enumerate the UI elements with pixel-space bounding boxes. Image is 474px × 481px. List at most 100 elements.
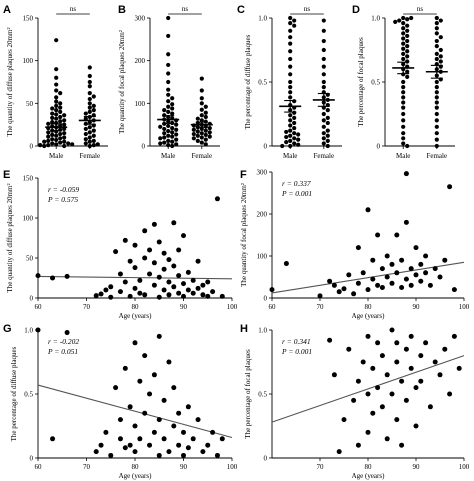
data-point bbox=[325, 143, 330, 149]
data-point bbox=[171, 423, 177, 429]
data-point bbox=[64, 273, 70, 279]
data-point bbox=[214, 196, 220, 202]
data-point bbox=[408, 333, 414, 339]
data-point bbox=[103, 287, 109, 293]
data-point bbox=[166, 292, 172, 298]
data-point bbox=[87, 143, 92, 149]
data-point bbox=[70, 142, 75, 147]
data-point bbox=[384, 274, 390, 280]
data-point bbox=[379, 266, 385, 272]
data-point bbox=[451, 287, 457, 293]
data-point bbox=[288, 138, 293, 143]
data-point bbox=[284, 140, 289, 145]
data-point bbox=[199, 140, 204, 145]
data-point bbox=[166, 133, 171, 138]
data-point bbox=[214, 452, 220, 458]
data-point bbox=[413, 385, 419, 391]
data-point bbox=[162, 135, 167, 140]
data-point bbox=[288, 15, 293, 21]
correlation-r: r = 0.337 bbox=[282, 179, 311, 188]
data-point bbox=[292, 120, 297, 126]
data-point bbox=[199, 107, 204, 112]
data-point bbox=[394, 232, 400, 238]
y-tick-label: 1.0 bbox=[371, 15, 380, 23]
data-point bbox=[132, 242, 138, 248]
data-point bbox=[93, 293, 99, 299]
data-point bbox=[132, 449, 138, 455]
y-tick-label: 0.5 bbox=[258, 391, 267, 399]
data-point bbox=[54, 99, 59, 104]
data-point bbox=[156, 294, 162, 300]
data-point bbox=[346, 272, 352, 278]
panel-h: H 0 0.5 1.0 The percentage of focal plaques 7… bbox=[240, 323, 470, 480]
data-point bbox=[401, 26, 406, 31]
y-axis-label: The percentage of focal plaques bbox=[244, 349, 252, 439]
data-point bbox=[87, 90, 92, 96]
x-tick-label: 90 bbox=[413, 303, 421, 311]
data-point bbox=[58, 136, 63, 141]
regression-line bbox=[37, 384, 233, 439]
data-point bbox=[58, 101, 63, 106]
data-point bbox=[434, 44, 439, 49]
data-point bbox=[370, 410, 376, 416]
data-point bbox=[370, 276, 376, 282]
data-point bbox=[199, 101, 204, 106]
data-point bbox=[203, 132, 208, 138]
data-point bbox=[341, 286, 347, 292]
category-label: Female bbox=[426, 152, 447, 160]
data-point bbox=[62, 113, 67, 118]
regression-line bbox=[37, 275, 233, 280]
data-point bbox=[384, 253, 390, 259]
data-point bbox=[325, 115, 330, 120]
data-point bbox=[379, 353, 385, 359]
data-point bbox=[199, 88, 204, 93]
data-point bbox=[321, 47, 326, 53]
data-point bbox=[117, 417, 123, 423]
data-point bbox=[434, 79, 439, 85]
data-point bbox=[195, 116, 200, 121]
data-point bbox=[171, 220, 177, 226]
data-point bbox=[87, 125, 92, 130]
data-point bbox=[331, 282, 337, 288]
data-point bbox=[117, 289, 123, 295]
data-point bbox=[355, 442, 361, 448]
data-point bbox=[423, 270, 429, 276]
data-point bbox=[403, 397, 409, 403]
data-point bbox=[151, 260, 157, 266]
data-point bbox=[91, 133, 96, 138]
data-point bbox=[442, 257, 448, 263]
data-point bbox=[432, 266, 438, 272]
data-point bbox=[95, 142, 100, 147]
data-point bbox=[405, 54, 410, 59]
data-point bbox=[405, 49, 410, 54]
data-point bbox=[162, 140, 167, 145]
data-point bbox=[137, 277, 143, 283]
panel-label-f: F bbox=[240, 169, 247, 181]
data-point bbox=[54, 137, 59, 143]
data-point bbox=[401, 111, 406, 117]
data-point bbox=[156, 239, 162, 245]
data-point bbox=[62, 118, 67, 123]
data-point bbox=[401, 90, 406, 95]
data-point bbox=[166, 109, 171, 114]
data-point bbox=[418, 353, 424, 359]
data-point bbox=[403, 276, 409, 282]
panel-label-b: B bbox=[118, 4, 126, 16]
data-point bbox=[166, 71, 171, 76]
y-tick-label: 100 bbox=[23, 215, 34, 223]
data-point bbox=[325, 128, 330, 133]
data-point bbox=[210, 289, 216, 295]
data-point bbox=[205, 293, 211, 299]
x-tick-label: 80 bbox=[365, 463, 373, 471]
data-point bbox=[108, 294, 114, 300]
y-tick-label: 0 bbox=[142, 143, 146, 151]
data-point bbox=[403, 219, 409, 225]
significance-label: ns bbox=[70, 5, 77, 13]
data-point bbox=[379, 285, 385, 290]
data-point bbox=[98, 291, 104, 297]
data-point bbox=[288, 133, 293, 138]
data-point bbox=[190, 436, 196, 442]
y-tick-label: 100 bbox=[257, 253, 268, 261]
data-point bbox=[207, 134, 212, 139]
data-point bbox=[195, 129, 200, 134]
